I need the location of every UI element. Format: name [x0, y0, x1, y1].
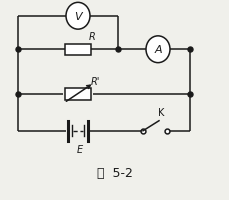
Text: E: E [77, 144, 83, 154]
Circle shape [145, 37, 169, 63]
Circle shape [66, 3, 90, 30]
Bar [65, 89, 91, 100]
Text: R': R' [91, 77, 100, 87]
Text: 图  5-2: 图 5-2 [97, 166, 132, 179]
Text: V: V [74, 12, 82, 22]
Text: R: R [89, 32, 95, 42]
Bar [65, 44, 91, 56]
Text: A: A [153, 45, 161, 55]
Text: K: K [157, 108, 164, 118]
